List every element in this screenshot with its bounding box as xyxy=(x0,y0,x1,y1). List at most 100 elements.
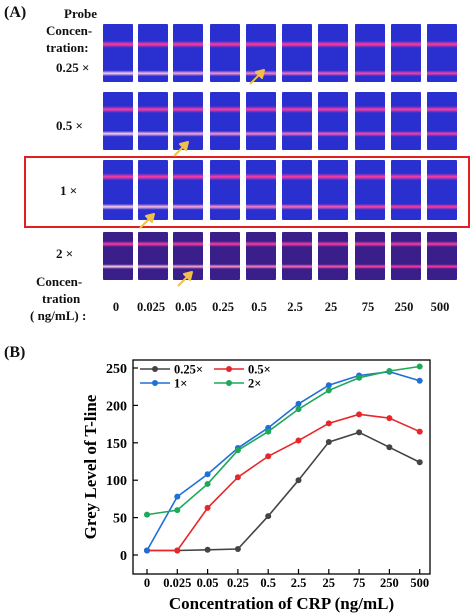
probe-row-label: 0.25 × xyxy=(56,60,90,75)
data-point xyxy=(265,453,272,460)
data-point xyxy=(386,444,393,451)
test-strip xyxy=(282,92,312,150)
concentration-tick-label: 500 xyxy=(430,300,450,314)
data-point xyxy=(416,428,423,435)
test-strip xyxy=(246,92,276,150)
data-point xyxy=(295,437,302,444)
y-tick-label: 150 xyxy=(106,437,127,452)
test-strip xyxy=(138,24,168,82)
data-point xyxy=(325,420,332,427)
concentration-header-line: ( ng/mL) : xyxy=(30,308,87,323)
test-strip xyxy=(246,232,276,280)
test-strip xyxy=(210,92,240,150)
probe-header-line: tration: xyxy=(46,40,89,55)
test-strip xyxy=(282,24,312,82)
pointer-arrow-icon xyxy=(139,213,155,229)
data-point xyxy=(265,513,272,520)
test-strip xyxy=(138,232,168,280)
test-strip xyxy=(391,92,421,150)
test-strip xyxy=(427,24,457,82)
test-strip xyxy=(210,24,240,82)
x-tick-label: 75 xyxy=(353,576,366,590)
test-strip xyxy=(246,160,276,220)
data-point xyxy=(144,511,150,518)
test-strip xyxy=(391,24,421,82)
test-strip xyxy=(103,92,133,150)
test-strip xyxy=(173,24,203,82)
x-tick-label: 500 xyxy=(410,576,429,590)
x-tick-label: 25 xyxy=(323,576,336,590)
data-point xyxy=(416,459,423,466)
data-point xyxy=(325,387,332,394)
test-strip xyxy=(173,160,203,220)
y-tick-label: 50 xyxy=(113,512,127,527)
concentration-tick-label: 0.05 xyxy=(175,300,197,314)
x-tick-label: 250 xyxy=(380,576,399,590)
data-point xyxy=(204,480,211,487)
series-line xyxy=(147,431,421,552)
test-strip xyxy=(318,160,348,220)
concentration-tick-label: 0 xyxy=(112,300,120,314)
test-strip xyxy=(103,24,133,82)
test-strip xyxy=(355,24,385,82)
data-point xyxy=(204,504,211,511)
data-point xyxy=(204,546,211,553)
probe-row-label: 2 × xyxy=(56,246,74,261)
legend-swatch-marker xyxy=(152,366,158,372)
test-strip xyxy=(138,92,168,150)
test-strip xyxy=(173,92,203,150)
concentration-tick-label: 75 xyxy=(361,300,375,314)
concentration-tick-label: 25 xyxy=(324,300,338,314)
concentration-tick-label: 250 xyxy=(394,300,414,314)
x-tick-label: 0.5 xyxy=(260,576,276,590)
test-strip xyxy=(318,24,348,82)
x-tick-label: 0.05 xyxy=(197,576,219,590)
data-point xyxy=(325,439,332,446)
x-axis-label: Concentration of CRP (ng/mL) xyxy=(169,594,394,613)
data-point xyxy=(386,367,393,374)
series-line xyxy=(146,370,420,551)
concentration-header-line: Concen- xyxy=(36,274,83,289)
x-tick-label: 2.5 xyxy=(291,576,307,590)
data-point xyxy=(356,429,363,436)
test-strip xyxy=(138,160,168,220)
data-point xyxy=(234,445,241,452)
data-point xyxy=(144,547,150,554)
concentration-tick-label: 0.5 xyxy=(251,300,267,314)
highlight-box xyxy=(24,156,470,228)
legend-swatch-marker xyxy=(152,380,158,386)
data-point xyxy=(356,372,363,379)
data-point xyxy=(234,447,241,454)
y-tick-label: 0 xyxy=(120,549,127,564)
data-point xyxy=(144,547,150,554)
data-point xyxy=(234,474,241,481)
test-strip xyxy=(391,232,421,280)
data-point xyxy=(356,411,363,418)
test-strip xyxy=(103,160,133,220)
test-strip xyxy=(427,92,457,150)
test-strip xyxy=(427,160,457,220)
data-point xyxy=(234,546,241,553)
data-point xyxy=(174,493,181,500)
pointer-arrow-icon xyxy=(177,271,193,287)
data-point xyxy=(174,547,181,554)
data-point xyxy=(416,363,423,370)
series-line xyxy=(146,365,420,516)
pointer-arrow-icon xyxy=(173,141,189,157)
test-strip xyxy=(318,92,348,150)
test-strip xyxy=(210,232,240,280)
data-point xyxy=(325,382,332,389)
probe-row-label: 0.5 × xyxy=(56,118,83,133)
concentration-tick-label: 0.25 xyxy=(212,300,234,314)
y-tick-label: 200 xyxy=(106,399,127,414)
plot-frame xyxy=(132,359,431,575)
legend-label: 0.5× xyxy=(248,363,271,377)
series-line xyxy=(147,413,421,552)
y-tick-label: 100 xyxy=(106,474,127,489)
data-point xyxy=(295,477,302,484)
x-tick-label: 0.25 xyxy=(227,576,249,590)
legend-label: 0.25× xyxy=(174,363,203,377)
y-axis-label: Grey Level of T-line xyxy=(81,394,100,539)
test-strip xyxy=(355,160,385,220)
data-point xyxy=(356,374,363,381)
